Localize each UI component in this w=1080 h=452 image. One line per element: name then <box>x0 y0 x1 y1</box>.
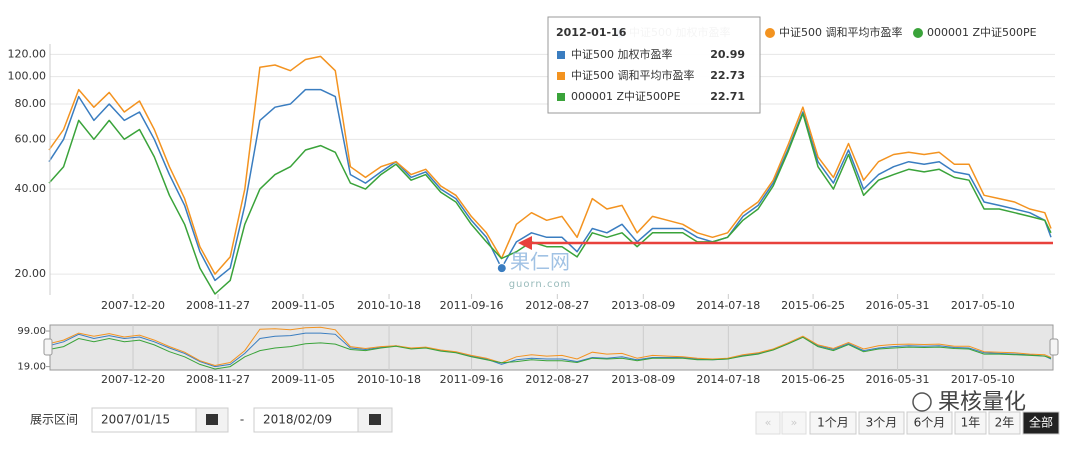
logo: 果核量化 <box>938 390 1026 415</box>
tooltip-marker <box>496 263 507 274</box>
nav-x-tick-label: 2009-11-05 <box>271 373 335 386</box>
range-button-label[interactable]: 1个月 <box>817 416 849 430</box>
range-button[interactable] <box>954 411 987 435</box>
tooltip: 2012-01-16 中证500 加权市盈率 20.99 中证500 调和平均市盈率… <box>547 16 761 114</box>
prev-button[interactable] <box>755 411 781 435</box>
tooltip-box <box>547 16 761 114</box>
x-tick-label: 2016-05-31 <box>866 299 930 312</box>
navigator-line <box>48 326 1052 367</box>
x-tick-label: 2012-08-27 <box>525 299 589 312</box>
start-date[interactable]: 2007/01/15 <box>101 413 170 427</box>
y-tick-label: 40.00 <box>15 182 47 195</box>
next-icon: » <box>791 416 798 429</box>
x-tick-label: 2017-05-10 <box>951 299 1015 312</box>
y-tick-label: 100.00 <box>8 70 47 83</box>
nav-y-tick-label: 99.00 <box>17 326 46 337</box>
x-tick-label: 2011-09-16 <box>440 299 504 312</box>
y-tick-label: 60.00 <box>15 132 47 145</box>
legend-label[interactable]: 中证500 调和平均市盈率 <box>779 25 903 39</box>
x-tick-label: 2014-07-18 <box>696 299 760 312</box>
nav-x-tick-label: 2016-05-31 <box>866 373 930 386</box>
x-tick-label: 2009-11-05 <box>271 299 335 312</box>
nav-x-tick-label: 2013-08-09 <box>611 373 675 386</box>
nav-x-tick-label: 2007-12-20 <box>101 373 165 386</box>
range-button[interactable] <box>906 411 953 435</box>
x-tick-label: 2007-12-20 <box>101 299 165 312</box>
tooltip-swatch <box>557 51 565 59</box>
nav-x-tick-label: 2012-08-27 <box>525 373 589 386</box>
legend-marker <box>765 28 775 38</box>
navigator: 99.00 19.00 2007-12-20 2008-11-27 2009-11-05… <box>17 325 1052 386</box>
x-tick-label: 2008-11-27 <box>186 299 250 312</box>
series-line <box>48 112 1052 295</box>
calendar-icon <box>206 414 218 425</box>
tooltip-name: 000001 Z中证500PE <box>571 90 681 103</box>
end-date: 2018/02/09 <box>263 413 332 427</box>
logo-icon <box>912 392 932 412</box>
calendar-icon <box>369 414 381 425</box>
tooltip-value: 22.73 <box>710 69 745 82</box>
navigator-handle[interactable] <box>1049 338 1059 356</box>
arrow-head <box>518 236 532 250</box>
navigator-handle[interactable] <box>43 338 53 356</box>
navigator-line <box>48 332 1052 368</box>
nav-x-tick-label: 2017-05-10 <box>951 373 1015 386</box>
range-button-label[interactable]: 3个月 <box>866 416 898 430</box>
tooltip-name: 中证500 加权市盈率 <box>571 47 673 61</box>
range-button[interactable] <box>1022 411 1060 435</box>
nav-y-tick-label: 19.00 <box>17 362 46 373</box>
range-buttons: 1个月 3个月 6个月 1年 2年 全部 <box>809 411 1060 435</box>
nav-x-tick-label: 2010-10-18 <box>357 373 421 386</box>
prev-icon: « <box>765 416 772 429</box>
next-button[interactable] <box>781 411 807 435</box>
legend-marker <box>913 28 923 38</box>
range-button-label[interactable]: 2年 <box>995 416 1015 430</box>
watermark-url: guorn.com <box>509 279 572 290</box>
tooltip-value: 20.99 <box>710 48 745 61</box>
separator: - <box>240 413 244 427</box>
tooltip-value: 22.71 <box>710 90 745 103</box>
tooltip-swatch <box>557 72 565 80</box>
series-line <box>48 55 1052 275</box>
nav-x-tick-label: 2015-06-25 <box>781 373 845 386</box>
range-button-label[interactable]: 1年 <box>961 416 981 430</box>
legend-label[interactable]: 000001 Z中证500PE <box>927 26 1037 39</box>
y-tick-label: 120.00 <box>8 47 47 60</box>
watermark: 果仁网 <box>510 250 570 274</box>
range-button[interactable] <box>988 411 1021 435</box>
series-line <box>48 88 1052 282</box>
range-button-label[interactable]: 全部 <box>1029 415 1053 430</box>
nav-x-tick-label: 2008-11-27 <box>186 373 250 386</box>
x-tick-label: 2010-10-18 <box>357 299 421 312</box>
range-button[interactable] <box>809 411 857 435</box>
nav-x-tick-label: 2014-07-18 <box>696 373 760 386</box>
range-label: 展示区间 <box>30 413 78 427</box>
x-tick-label: 2013-08-09 <box>611 299 675 312</box>
range-button-label[interactable]: 6个月 <box>914 416 946 430</box>
nav-x-tick-label: 2011-09-16 <box>440 373 504 386</box>
y-tick-label: 80.00 <box>15 97 47 110</box>
range-button[interactable] <box>858 411 905 435</box>
y-tick-label: 20.00 <box>15 267 47 280</box>
tooltip-name: 中证500 调和平均市盈率 <box>571 68 695 82</box>
tooltip-date: 2012-01-16 <box>556 26 627 39</box>
x-tick-label: 2015-06-25 <box>781 299 845 312</box>
navigator-line <box>48 336 1052 370</box>
tooltip-swatch <box>557 93 565 101</box>
